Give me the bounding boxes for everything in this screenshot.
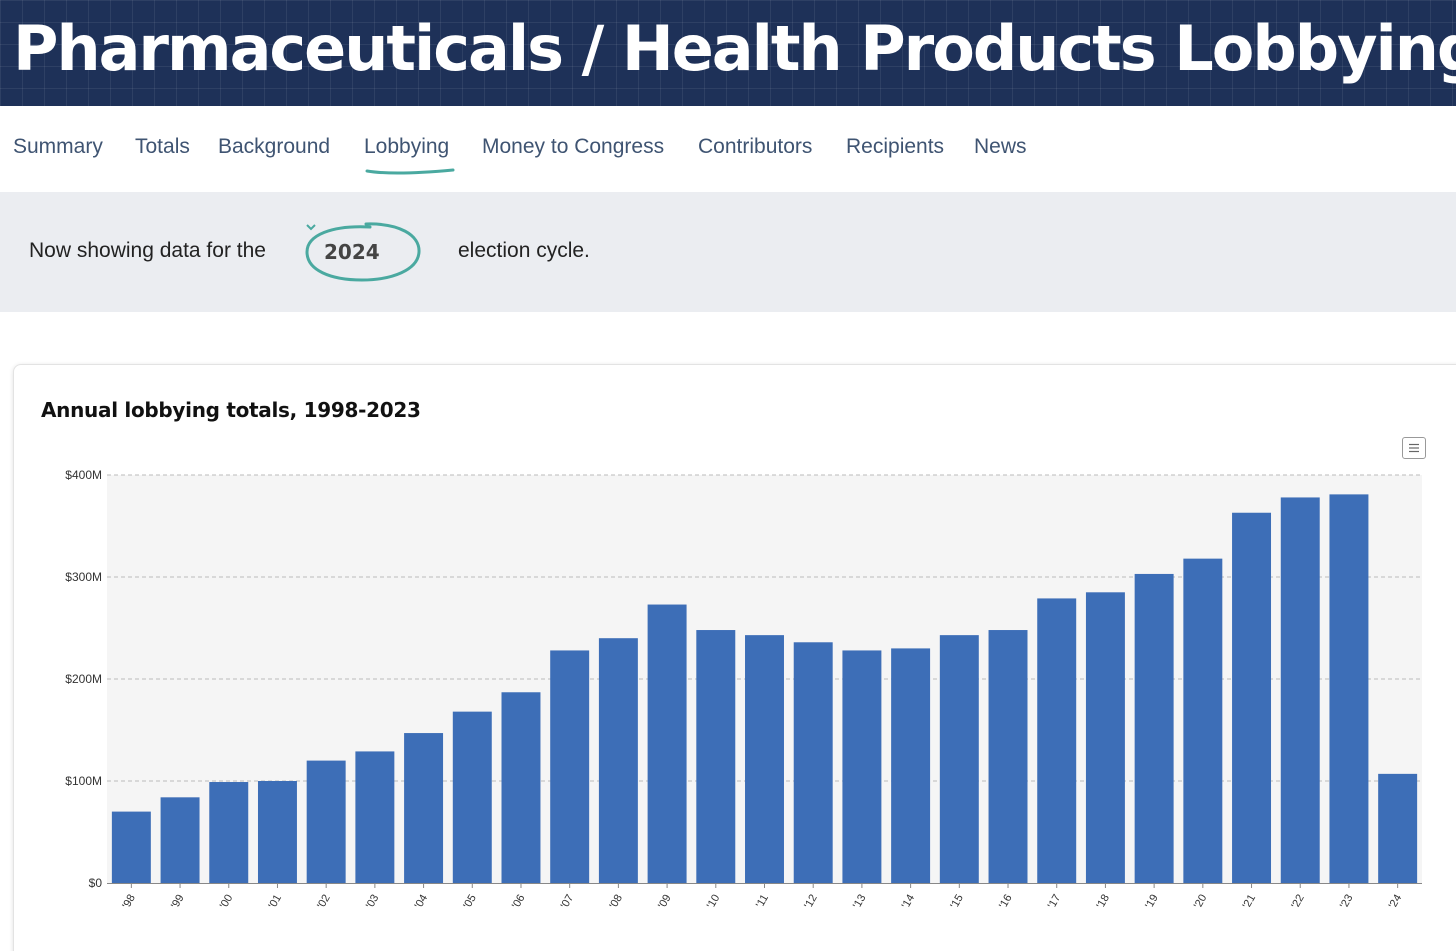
bar-08 [598,638,638,883]
y-tick-label: $100M [65,774,102,788]
bar-14 [891,648,931,883]
x-tick-label: '24 [1387,893,1405,911]
bar-98 [111,811,151,883]
x-tick-label: '14 [900,893,918,911]
chart-card: Annual lobbying totals, 1998-2023 $0 $100… [13,364,1456,951]
tab-summary[interactable]: Summary [13,135,103,158]
bar-12 [793,642,833,883]
bar-21 [1232,512,1272,883]
y-tick-label: $300M [65,570,102,584]
cycle-suffix-text: election cycle. [458,239,590,262]
tab-contributors[interactable]: Contributors [698,135,813,158]
x-tick-label: '06 [510,893,528,911]
active-tab-underline [365,168,455,175]
tab-lobbying[interactable]: Lobbying [364,135,450,158]
x-tick-label: '22 [1289,893,1307,911]
bar-04 [404,733,444,883]
x-tick-label: '01 [266,893,284,911]
cycle-prefix-text: Now showing data for the [29,239,266,262]
chart-menu-button[interactable] [1402,437,1426,459]
lobbying-bar-chart: $0 $100M $200M $300M $400M '98 '99 '00 '01 '02 '03… [65,468,1422,911]
bar-06 [501,692,541,883]
tab-recipients[interactable]: Recipients [846,135,945,158]
chevron-down-icon [306,224,316,231]
page-title: Pharmaceuticals / Health Products Lobbyi… [13,12,1456,85]
x-tick-label: '21 [1241,893,1259,911]
cycle-selected-value: 2024 [324,240,380,264]
x-tick-label: '16 [997,893,1015,911]
x-tick-label: '09 [656,893,674,911]
x-tick-label: '07 [559,893,577,911]
section-tabs: Summary Totals Background Lobbying Money… [0,106,1456,192]
x-tick-label: '23 [1338,893,1356,911]
x-tick-label: '18 [1094,893,1112,911]
bar-17 [1037,598,1077,883]
x-tick-label: '17 [1046,893,1064,911]
hamburger-menu-icon [1409,443,1419,453]
x-tick-label: '02 [315,893,333,911]
x-tick-label: '99 [169,893,187,911]
bar-03 [355,751,395,883]
chart-title: Annual lobbying totals, 1998-2023 [41,398,421,422]
cycle-circle-highlight [305,222,421,282]
bar-19 [1134,573,1174,883]
x-tick-label: '03 [364,893,382,911]
cycle-select[interactable]: 2024 [304,220,422,284]
x-tick-label: '20 [1192,893,1210,911]
x-tick-label: '10 [705,893,723,911]
bar-10 [696,630,736,883]
bar-02 [306,760,346,883]
bar-07 [550,650,590,883]
x-tick-label: '15 [948,893,966,911]
bar-99 [160,797,200,883]
x-tick-label: '04 [413,893,431,911]
page-header: Pharmaceuticals / Health Products Lobbyi… [0,0,1456,106]
tab-news[interactable]: News [974,135,1027,158]
x-tick-label: '12 [802,893,820,911]
cycle-bar: Now showing data for the 2024 election c… [0,192,1456,312]
bar-01 [257,781,297,883]
x-tick-label: '13 [851,893,869,911]
y-tick-label: $200M [65,672,102,686]
y-tick-label: $400M [65,468,102,482]
bar-18 [1085,592,1125,883]
tab-background[interactable]: Background [218,135,331,158]
bar-24 [1378,773,1418,883]
y-tick-label: $0 [89,876,103,890]
x-tick-label: '00 [218,893,236,911]
bar-15 [939,635,979,883]
bar-13 [842,650,882,883]
x-tick-label: '98 [120,893,138,911]
bar-09 [647,604,687,883]
x-tick-label: '19 [1143,893,1161,911]
tab-totals[interactable]: Totals [135,135,190,158]
bar-16 [988,630,1028,883]
bar-00 [209,782,249,883]
bar-23 [1329,494,1369,883]
bar-20 [1183,558,1223,883]
bar-22 [1280,497,1320,883]
x-tick-label: '08 [607,893,625,911]
tab-money-to-congress[interactable]: Money to Congress [482,135,665,158]
x-tick-label: '05 [461,893,479,911]
bar-11 [745,635,784,883]
x-tick-label: '11 [754,893,771,911]
bar-05 [452,711,492,883]
